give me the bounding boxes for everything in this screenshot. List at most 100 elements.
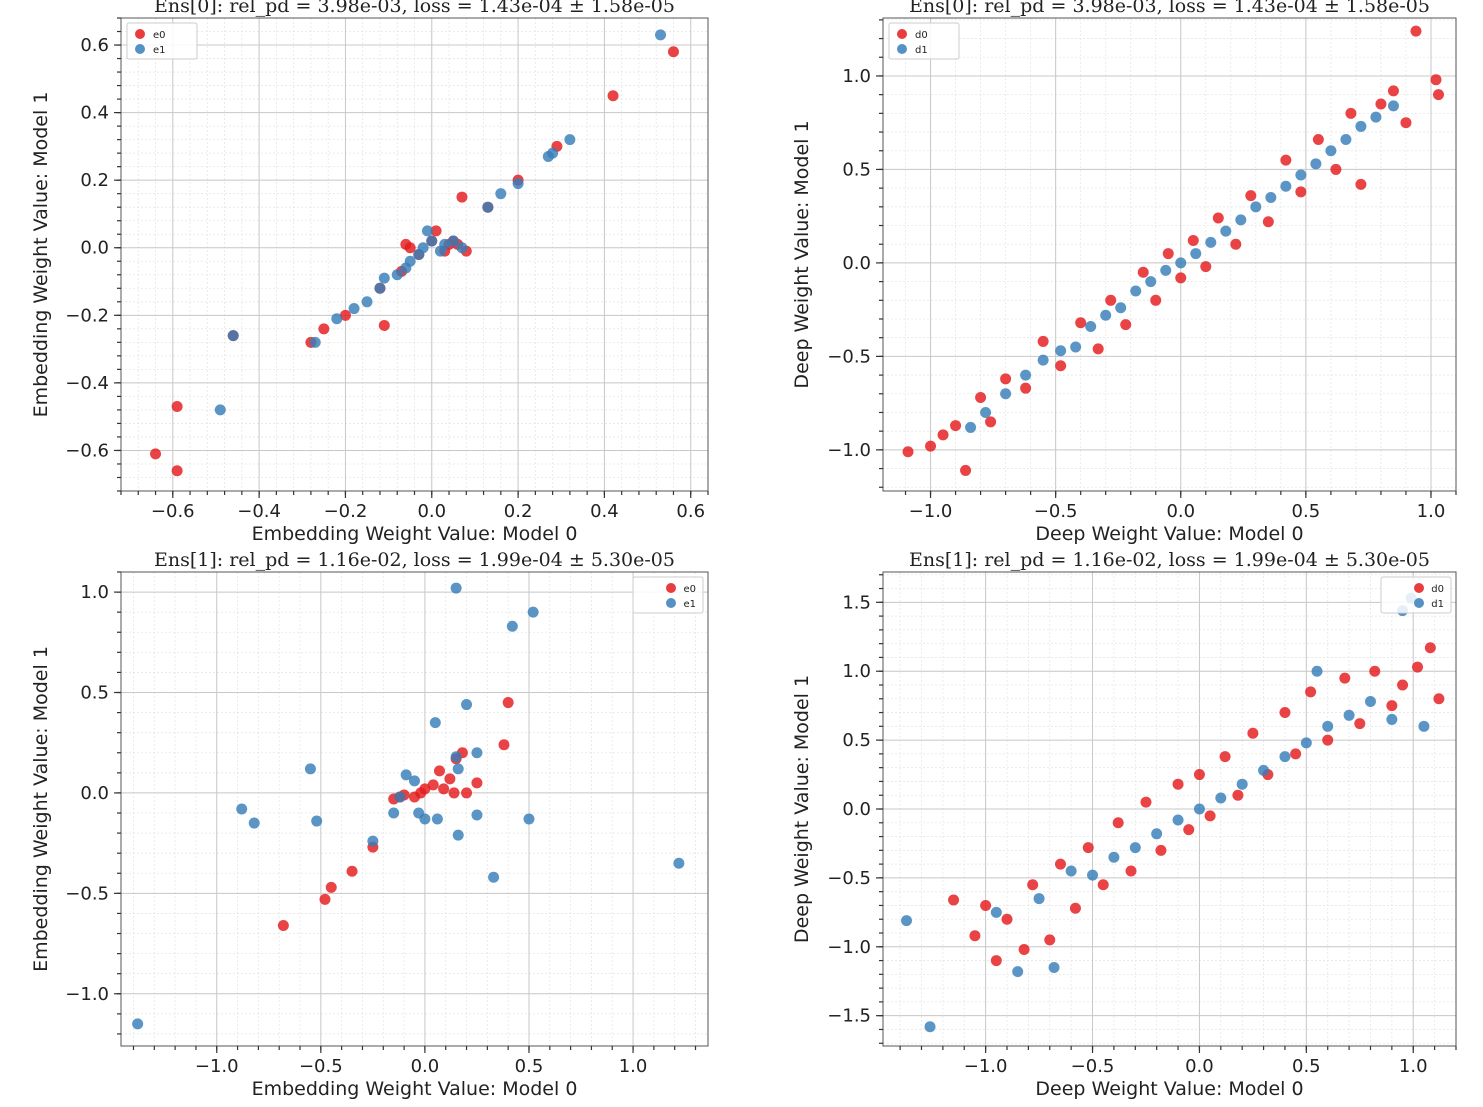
data-point-d0 [1075,317,1087,329]
data-point-d1 [1190,248,1202,260]
y-tick-label: −1.0 [65,984,109,1005]
data-point-d1 [1370,111,1382,123]
data-point-d0 [1162,248,1174,260]
data-point-e1 [523,813,535,825]
data-point-e1 [495,188,507,200]
axis-ticks: −1.0 −0.5 0.0 0.5 1.0 −1.0 −0.5 0.0 0.5 1.0 [65,571,697,1077]
legend-label-d0: d0 [915,30,928,41]
data-point-d0 [1069,902,1081,914]
data-point-d0 [1204,810,1216,822]
y-tick-label: −1.5 [827,1006,871,1027]
data-point-d1 [1129,842,1141,854]
data-point-d0 [1355,178,1367,190]
chart-panel-deep-ens1: −1.0 −0.5 0.0 0.5 1.0 −1.5 −1.0 −0.5 0.0 0.5 1.0 1.… [740,549,1483,1107]
data-point-d0 [1232,789,1244,801]
chart-title: Ens[0]: rel_pd = 3.98e-03, loss = 1.43e-… [909,0,1430,17]
data-point-e0 [471,777,483,789]
data-point-d0 [1175,272,1187,284]
data-point-e1 [378,272,390,284]
data-point-e0 [171,465,183,477]
y-tick-label: 0.5 [842,159,871,180]
x-tick-label: 0.4 [590,501,619,522]
grid [883,18,1457,491]
y-tick-label: 1.0 [80,582,109,603]
data-point-e1 [452,829,464,841]
legend-marker-d1 [1414,598,1424,608]
data-point-d1 [1012,966,1024,978]
data-point-d1 [1355,120,1367,132]
chart-panel-embedding-ens1: −1.0 −0.5 0.0 0.5 1.0 −1.0 −0.5 0.0 0.5 1.0 Ens[1]… [0,549,740,1107]
data-point-d0 [902,446,914,458]
data-point-d0 [1397,679,1409,691]
data-point-e1 [400,769,412,781]
legend-marker-e0 [135,29,145,39]
x-tick-label: 0.2 [504,501,533,522]
x-tick-label: 0.6 [676,501,705,522]
data-point-e0 [346,865,358,877]
x-tick-label: 0.5 [1292,501,1321,522]
data-point-e1 [506,620,518,632]
data-point-d0 [1000,373,1012,385]
x-tick-label: −1.0 [909,501,953,522]
data-point-d0 [1280,154,1292,166]
legend-label-e0: e0 [153,30,166,41]
data-point-d1 [1235,214,1247,226]
data-point-e1 [391,269,403,281]
data-point-d0 [1212,212,1224,224]
legend-box [632,576,704,614]
data-point-d0 [1375,98,1387,110]
y-axis-label: Embedding Weight Value: Model 1 [30,92,52,418]
x-tick-label: 0.0 [1166,501,1195,522]
data-points [132,582,685,1030]
x-tick-label: −1.0 [195,1056,239,1077]
data-point-d0 [1290,748,1302,760]
data-point-e1 [673,857,685,869]
y-tick-label: 1.0 [842,661,871,682]
chart-svg: −1.0 −0.5 0.0 0.5 1.0 −1.5 −1.0 −0.5 0.0 0.5 1.0 1.… [791,549,1457,1100]
data-point-d0 [1424,642,1436,654]
data-point-d0 [1097,879,1109,891]
data-point-e1 [374,282,386,294]
legend-marker-e0 [666,583,676,593]
chart-svg: −0.6 −0.4 −0.2 0.0 0.2 0.4 0.6 −0.6 −0.4 −0.2 0.0 0… [30,0,709,545]
data-point-d0 [1137,266,1149,278]
grid [883,572,1457,1046]
chart-title: Ens[1]: rel_pd = 1.16e-02, loss = 1.99e-… [154,549,675,571]
data-point-e1 [394,791,406,803]
data-point-e1 [461,699,473,711]
data-point-e0 [171,401,183,413]
y-tick-label: 0.5 [842,730,871,751]
data-point-d1 [1220,225,1232,237]
chart-svg: −1.0 −0.5 0.0 0.5 1.0 −1.0 −0.5 0.0 0.5 1.0 Ens[0]… [791,0,1457,545]
data-point-e1 [431,813,443,825]
data-point-d1 [1386,713,1398,725]
data-point-e0 [339,309,351,321]
data-point-d0 [1105,294,1117,306]
data-point-d1 [1340,134,1352,146]
data-point-d1 [1364,696,1376,708]
data-point-e0 [430,225,442,237]
data-point-e0 [150,448,162,460]
x-tick-label: −0.5 [299,1056,343,1077]
data-point-e1 [309,336,321,348]
legend-label-d1: d1 [1431,599,1444,610]
y-tick-label: −0.5 [827,868,871,889]
data-point-d1 [1250,201,1262,213]
data-point-d0 [1262,216,1274,228]
data-point-e0 [667,46,679,58]
chart-panel-embedding-ens0: −0.6 −0.4 −0.2 0.0 0.2 0.4 0.6 −0.6 −0.4 −0.2 0.0 0… [0,0,740,553]
data-point-e1 [429,717,441,729]
data-point-d1 [1279,751,1291,763]
y-tick-label: 0.0 [842,799,871,820]
data-point-d0 [950,420,962,432]
y-tick-label: 0.5 [80,683,109,704]
y-tick-label: −1.0 [827,937,871,958]
y-tick-label: 1.5 [842,592,871,613]
data-point-d1 [1020,369,1032,381]
data-point-d1 [1175,257,1187,269]
x-tick-label: −0.2 [324,501,368,522]
